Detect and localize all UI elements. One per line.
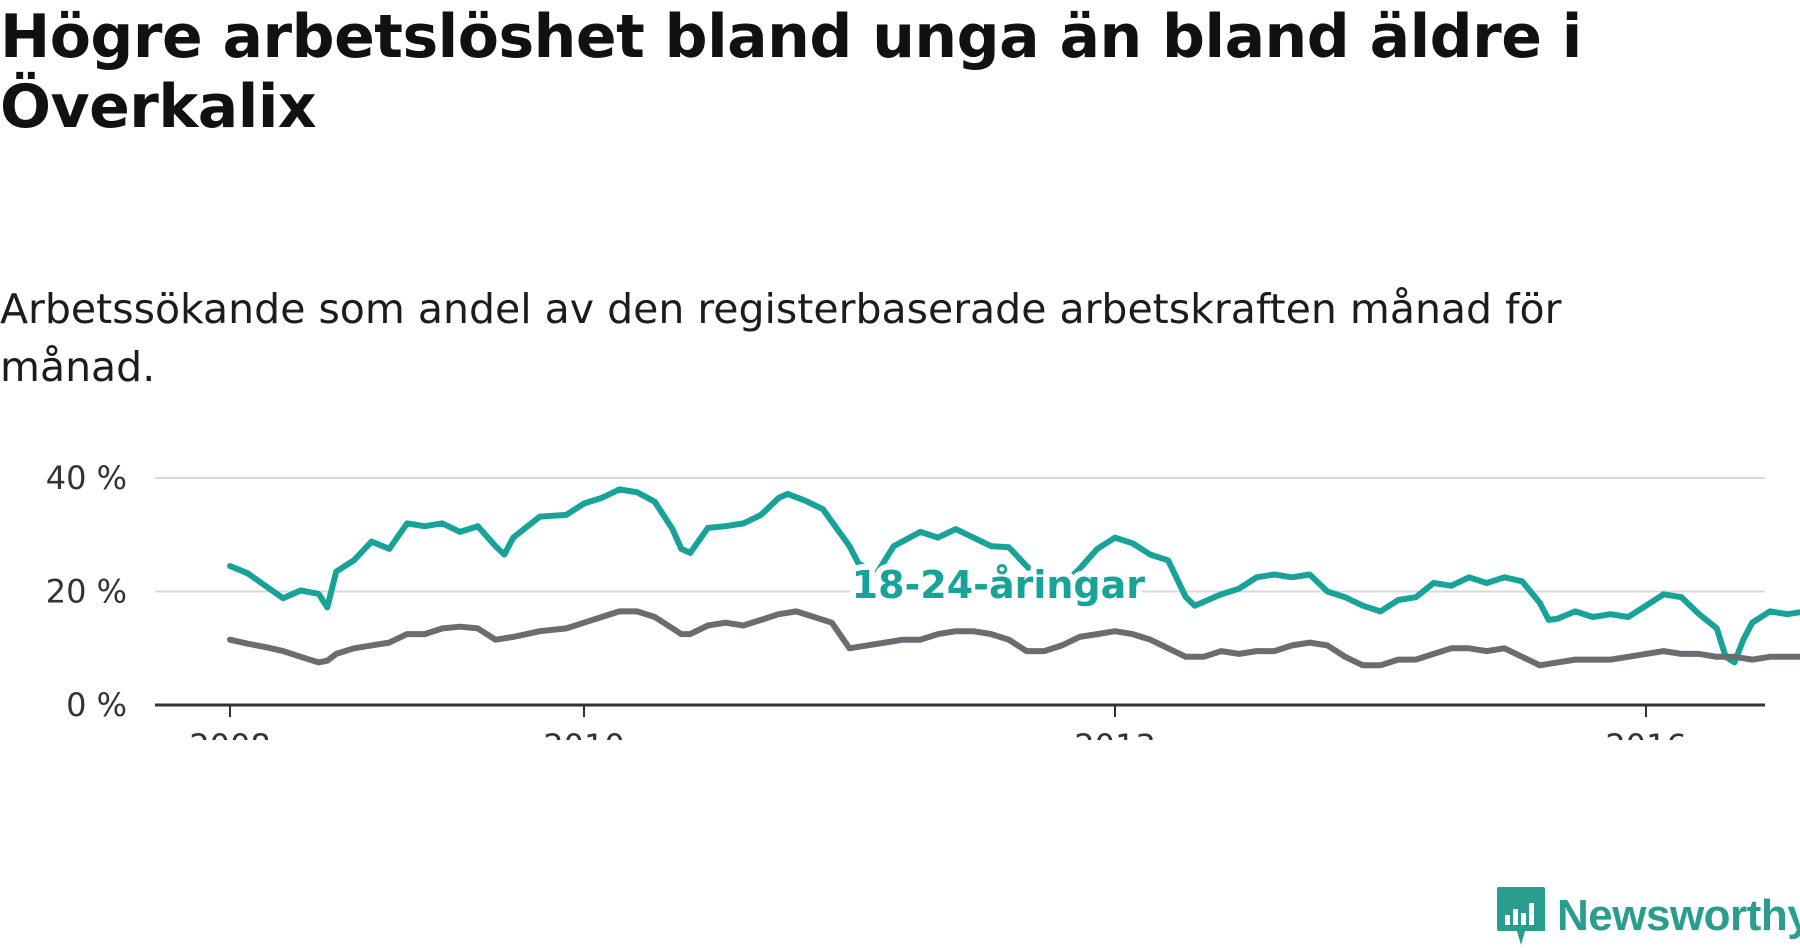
series-label-youth: 18-24-åringar xyxy=(852,563,1146,607)
newsworthy-logo-text: Newsworthy xyxy=(1557,891,1800,940)
y-tick-label: 20 % xyxy=(46,573,127,611)
x-axis-ticks: 2008201020132016201920222024 xyxy=(189,705,1687,740)
newsworthy-logo-icon xyxy=(1497,887,1545,945)
y-tick-label: 0 % xyxy=(66,686,127,724)
series-line-youth xyxy=(227,486,1800,666)
y-axis-ticks: 0 % 20 % 40 % xyxy=(46,459,127,724)
y-tick-label: 40 % xyxy=(46,459,127,497)
chart-subtitle: Arbetssökande som andel av den registerb… xyxy=(0,285,1562,391)
chart-title: Högre arbetslöshet bland unga än bland ä… xyxy=(0,2,1582,142)
series-line-total xyxy=(227,608,1800,669)
series-lines xyxy=(227,486,1800,669)
line-chart: 0 %20 %40 % 2008201020132016201920222024… xyxy=(46,459,1800,740)
x-tick-label: 2013 xyxy=(1074,727,1155,740)
newsworthy-logo: Newsworthy xyxy=(1495,885,1800,947)
x-tick-label: 2008 xyxy=(189,727,270,740)
gridlines xyxy=(155,477,1765,707)
series-labels: 18-24-åringarTotal arbetslöshet xyxy=(846,557,1152,613)
x-tick-label: 2016 xyxy=(1605,727,1686,740)
x-tick-label: 2010 xyxy=(543,727,624,740)
